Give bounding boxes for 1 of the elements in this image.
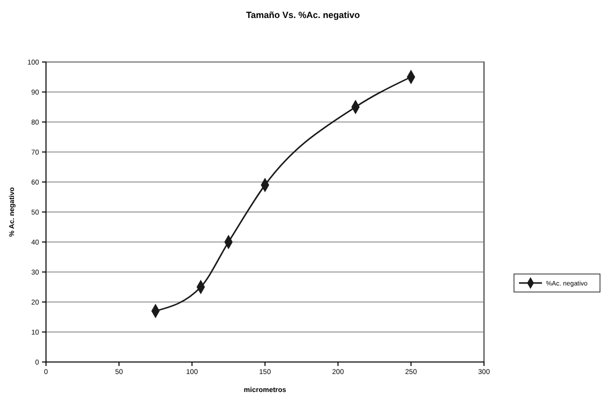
chart-title: Tamaño Vs. %Ac. negativo	[246, 10, 360, 20]
